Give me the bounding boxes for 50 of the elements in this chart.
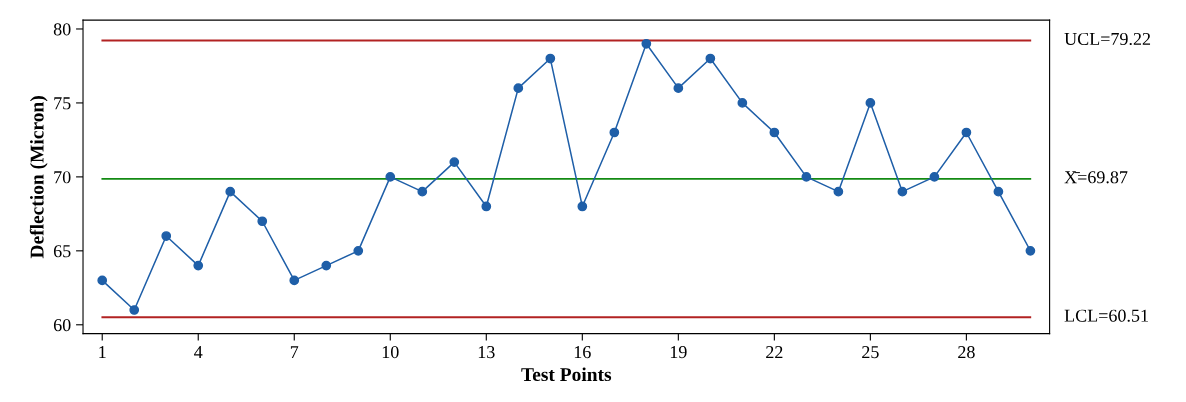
x-tick-label: 7 [290,346,299,358]
point [481,201,492,212]
point [257,216,268,227]
ref-line-label: LCL=60.51 [1064,309,1148,322]
x-tick-label: 16 [574,346,591,359]
x-tick-label: 1 [99,346,106,358]
point [577,201,588,212]
point [833,186,844,197]
point [385,172,396,182]
point [449,157,460,167]
point [609,127,620,138]
x-axis-title: Test Points [521,367,612,382]
point [897,186,908,197]
point [417,186,428,197]
x-tick-label: 10 [382,345,399,359]
point [961,127,972,138]
point [801,172,812,182]
point [193,260,204,271]
point [289,275,300,286]
point [513,83,524,93]
y-tick-label: 70 [54,171,71,184]
x-tick-label: 13 [478,346,495,359]
point [353,245,364,256]
point [673,83,684,93]
point [225,186,236,197]
x-tick-label: 4 [194,346,203,358]
point [993,186,1004,197]
x-tick-label: 19 [670,346,687,359]
point [321,260,332,271]
y-tick-label: 65 [53,245,71,258]
y-tick-label: 80 [53,23,71,36]
ref-line-label: UCL=79.22 [1064,32,1151,46]
x-tick-label: 22 [766,346,783,358]
point [545,53,556,64]
ref-line-label: X̄=69.87 [1064,171,1128,184]
y-tick-label: 60 [53,319,71,332]
y-tick-label: 75 [54,97,71,110]
point [161,231,172,241]
point [129,305,140,315]
y-axis-title: Deflection (Micron) [29,96,48,259]
point [769,127,780,138]
point [705,53,716,64]
point [865,98,876,108]
x-tick-label: 25 [862,346,879,359]
point [929,172,940,182]
point [737,98,748,108]
x-tick-label: 28 [958,345,975,359]
point [641,38,652,49]
point [97,275,108,286]
point [1025,245,1036,256]
